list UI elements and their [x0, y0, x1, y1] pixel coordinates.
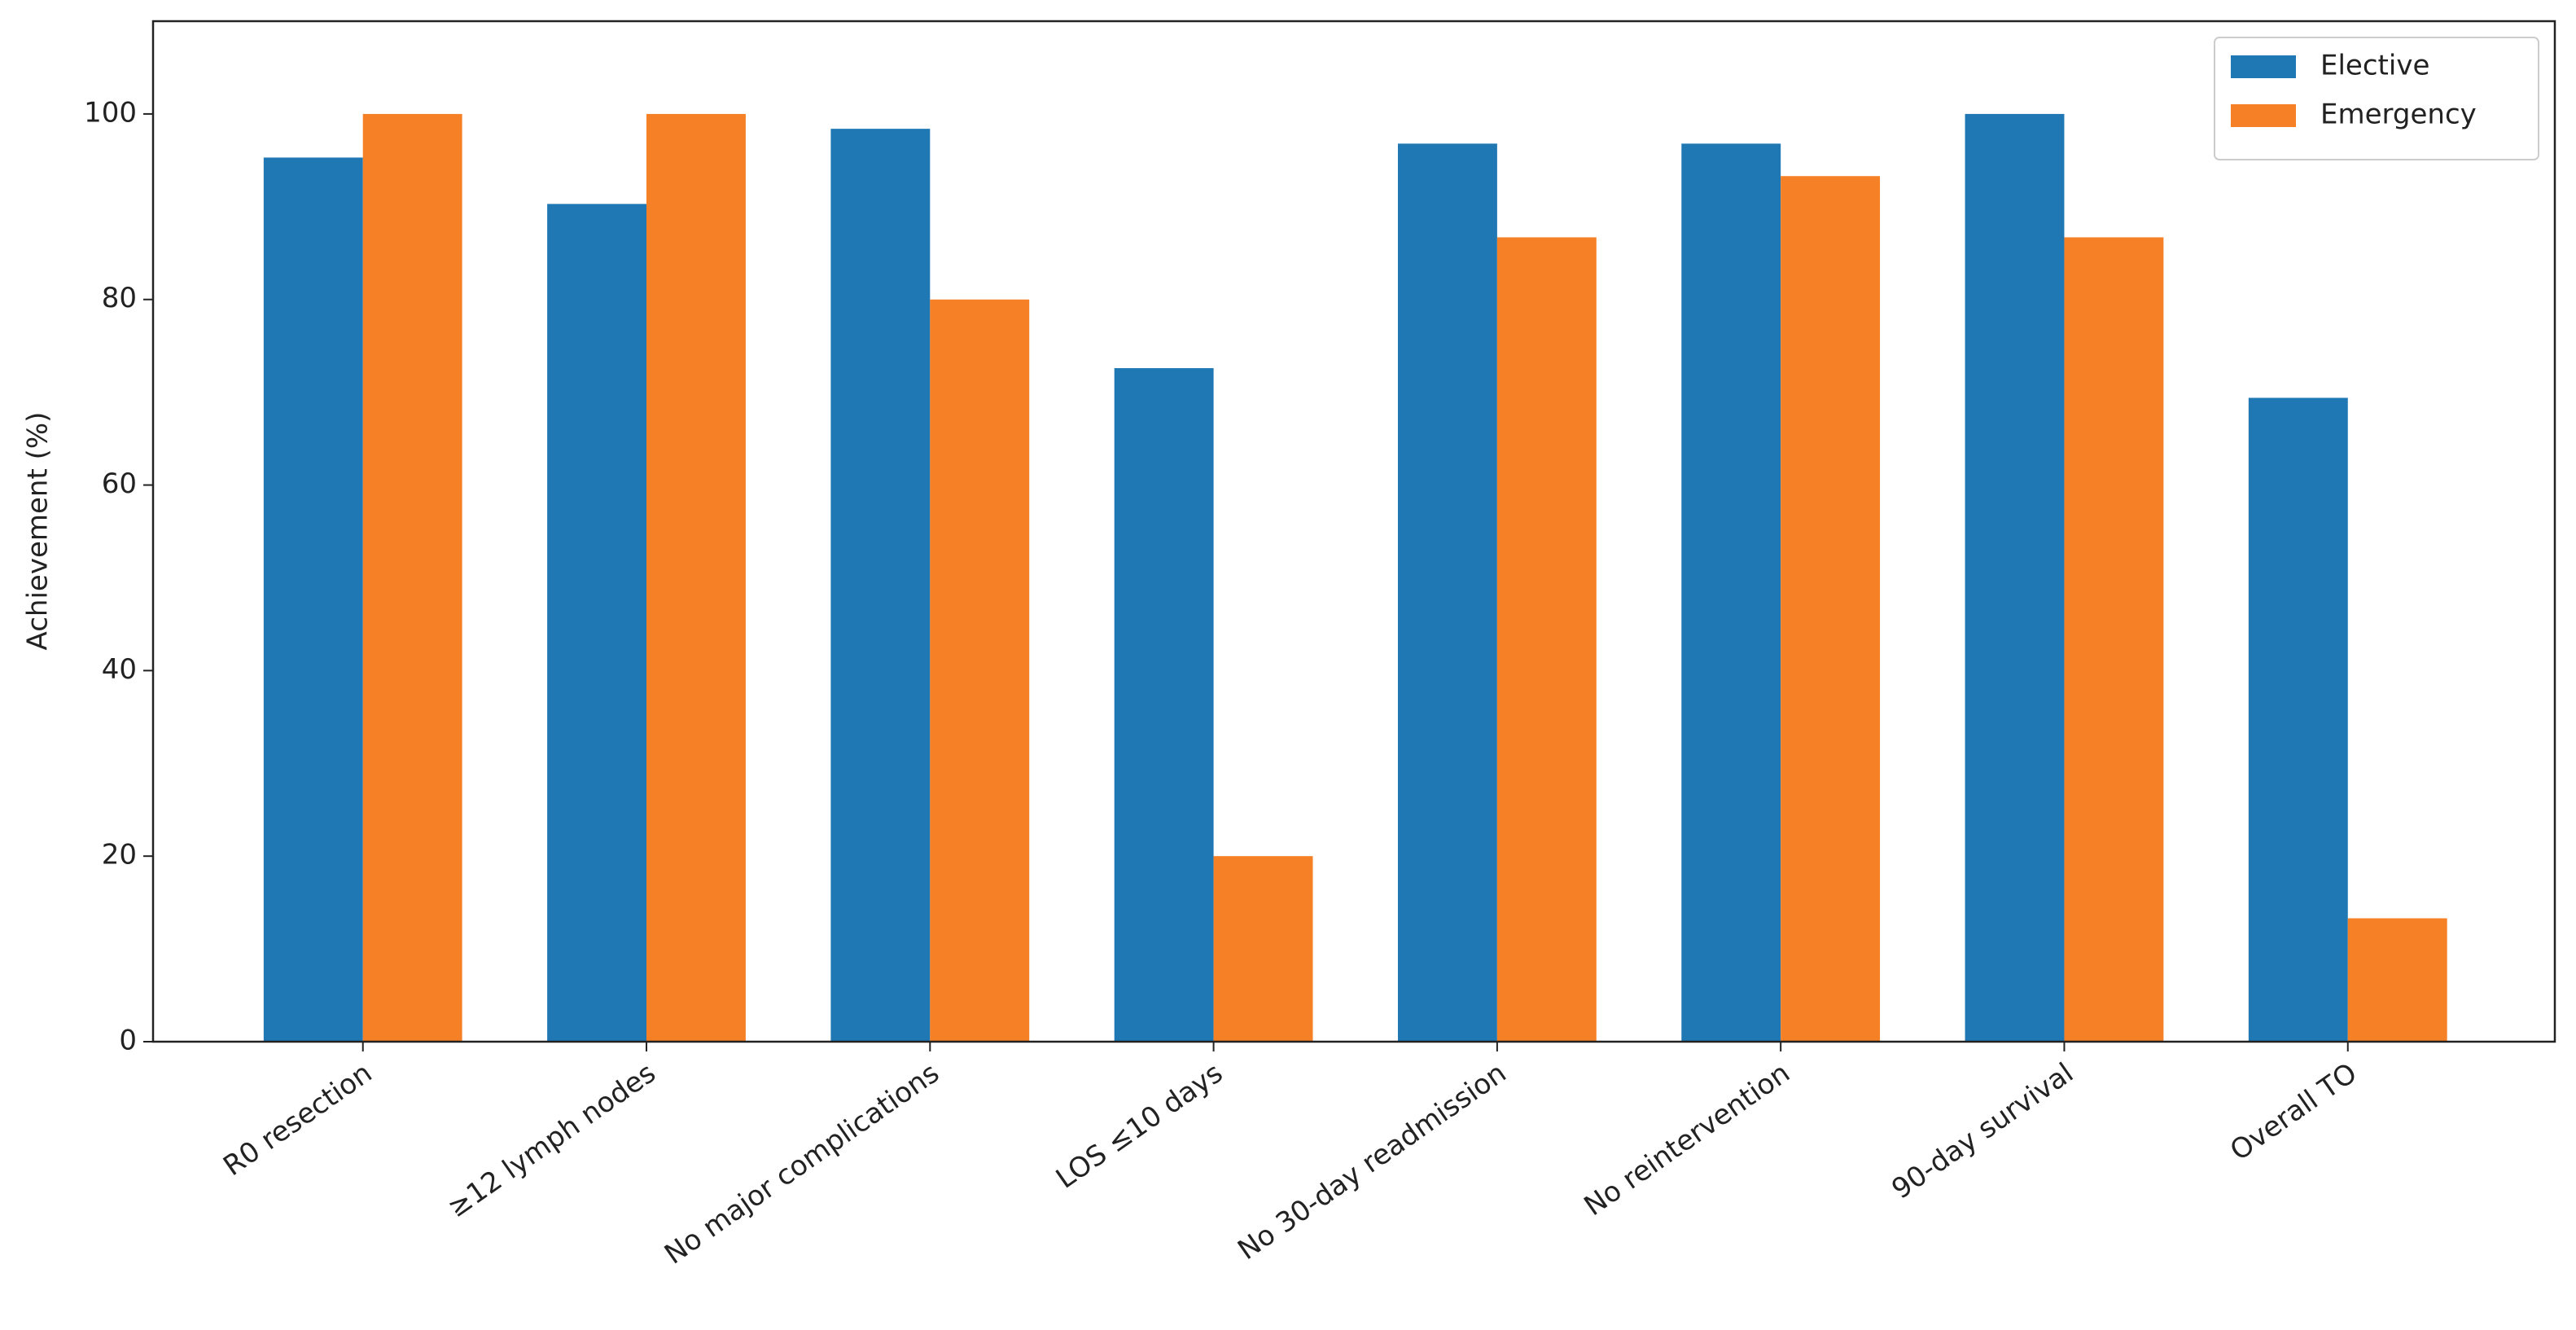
y-tick-label: 0	[119, 1025, 137, 1057]
bar	[1397, 143, 1497, 1042]
x-tick-label: No 30-day readmission	[1232, 1056, 1512, 1266]
x-tick-label: No major complications	[659, 1056, 945, 1271]
legend-swatch	[2231, 55, 2296, 78]
y-tick-label: 80	[102, 282, 137, 314]
bar	[646, 113, 746, 1042]
y-tick-label: 100	[84, 96, 137, 129]
y-axis-label: Achievement (%)	[22, 412, 55, 651]
bar	[1681, 143, 1781, 1042]
legend-label: Emergency	[2320, 99, 2477, 131]
bar	[1213, 856, 1313, 1042]
bar	[547, 204, 647, 1042]
legend-label: Elective	[2320, 50, 2429, 82]
bar	[830, 129, 931, 1042]
bar	[1965, 113, 2065, 1042]
bar	[2248, 397, 2348, 1042]
bar	[1496, 237, 1597, 1042]
bar	[930, 299, 1030, 1042]
bar	[1781, 176, 1881, 1042]
x-tick-label: LOS ≤10 days	[1050, 1056, 1229, 1195]
x-tick-label: 90-day survival	[1886, 1056, 2079, 1205]
x-tick-label: ≥12 lymph nodes	[442, 1056, 662, 1224]
y-tick-label: 20	[102, 839, 137, 871]
plot-frame	[151, 20, 2556, 1043]
x-tick-label: No reintervention	[1579, 1056, 1796, 1222]
bar	[362, 113, 462, 1042]
legend-swatch	[2231, 104, 2296, 127]
x-tick-label: Overall TO	[2224, 1056, 2363, 1167]
y-tick-label: 40	[102, 653, 137, 686]
y-tick-label: 60	[102, 467, 137, 500]
x-tick-label: R0 resection	[217, 1056, 378, 1183]
bar	[1114, 368, 1214, 1042]
bar	[2064, 237, 2164, 1042]
bar	[2347, 918, 2447, 1042]
bar	[263, 157, 363, 1042]
